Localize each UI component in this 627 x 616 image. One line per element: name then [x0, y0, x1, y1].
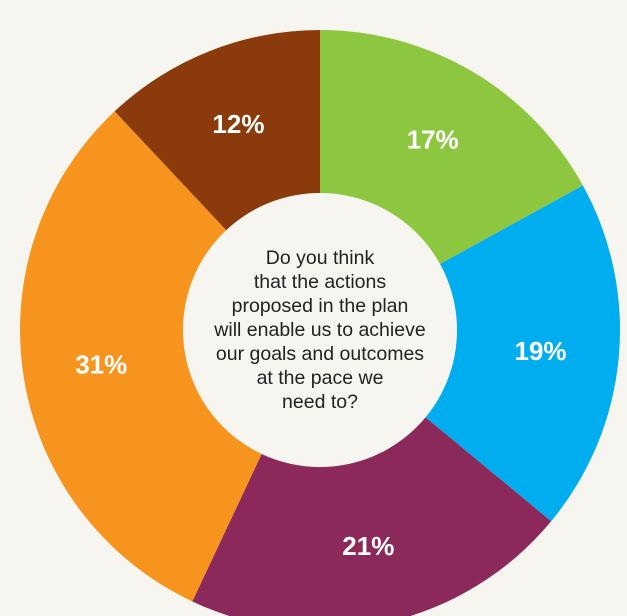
slice-label-4: 31% — [75, 350, 127, 380]
donut-slice-3 — [192, 330, 552, 616]
donut-slice-4 — [20, 111, 320, 602]
slice-labels-group: 17% 19% 21% 31% 12% — [75, 109, 566, 561]
center-question-line-6: at the pace we — [257, 367, 384, 389]
center-question-line-1: Do you think — [266, 247, 375, 269]
slice-label-3: 21% — [342, 531, 394, 561]
center-question: Do you think that the actions proposed in … — [213, 247, 425, 413]
center-question-line-4: will enable us to achieve — [213, 319, 425, 341]
slice-label-2: 19% — [514, 336, 566, 366]
center-question-line-5: our goals and outcomes — [216, 343, 424, 365]
center-question-line-7: need to? — [282, 391, 358, 413]
center-hole — [183, 193, 457, 467]
slice-label-5: 12% — [212, 109, 264, 139]
center-question-line-2: that the actions — [254, 271, 387, 293]
slice-label-1: 17% — [407, 124, 459, 154]
center-question-line-3: proposed in the plan — [232, 295, 409, 317]
donut-slice-2 — [320, 185, 620, 522]
